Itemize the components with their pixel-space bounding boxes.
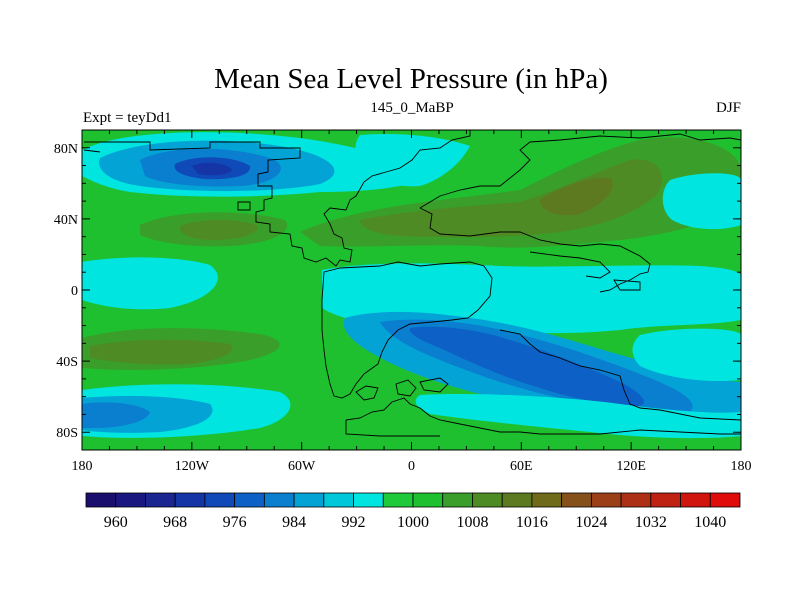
contour-band-asia-ridge-peak xyxy=(540,177,613,216)
colorbar-swatch xyxy=(293,492,325,508)
colorbar-swatch xyxy=(709,492,741,508)
x-tick-label: 180 xyxy=(731,459,752,474)
axis-ticks: 180 120W 60W 0 60E 120E 180 80N 40N 0 40S 80S xyxy=(54,130,752,474)
colorbar-label: 992 xyxy=(342,514,366,531)
colorbar-label: 1016 xyxy=(516,514,548,531)
colorbar-label: 1008 xyxy=(456,514,488,531)
colorbar-swatch xyxy=(115,492,146,508)
colorbar-swatch xyxy=(204,492,236,508)
colorbar-swatch xyxy=(620,492,652,508)
time-label: 145_0_MaBP xyxy=(370,100,453,116)
pressure-field-map xyxy=(82,130,741,450)
contour-band-asia-ridge-core xyxy=(360,159,663,238)
colorbar-swatch xyxy=(442,492,473,508)
colorbar-swatch xyxy=(501,492,533,508)
colorbar-swatch xyxy=(590,492,622,508)
colorbar-swatch xyxy=(174,492,206,508)
x-tick-label: 120E xyxy=(616,459,646,474)
x-tick-label: 0 xyxy=(408,459,415,474)
colorbar-label: 1032 xyxy=(635,514,667,531)
contour-band-aleutian-center xyxy=(192,162,232,176)
colorbar-swatch xyxy=(412,492,444,508)
colorbar-swatch xyxy=(472,492,503,508)
contour-band-west-pacific xyxy=(662,173,741,230)
y-tick-label: 80N xyxy=(54,142,78,157)
outline-south-america xyxy=(321,261,493,399)
colorbar-swatch xyxy=(234,492,265,508)
contour-band-equatorial-pacific xyxy=(82,257,218,310)
colorbar-swatch xyxy=(561,492,592,508)
colorbar-swatch xyxy=(145,492,176,508)
y-tick-label: 40N xyxy=(54,213,78,228)
contour-band-spacific-high-core xyxy=(90,339,233,365)
contour-band-southern-ocean-core xyxy=(409,326,644,406)
colorbar-label: 1000 xyxy=(397,514,429,531)
chart-title: Mean Sea Level Pressure (in hPa) xyxy=(214,63,608,95)
colorbar-swatch xyxy=(323,492,354,508)
x-tick-label: 120W xyxy=(175,459,210,474)
colorbar-label: 984 xyxy=(282,514,306,531)
colorbar-swatch xyxy=(382,492,414,508)
colorbar: 960 968 976 984 992 1000 1008 1016 1024 1032 1040 xyxy=(85,492,741,531)
contour-band-australia xyxy=(632,328,741,382)
experiment-label: Expt = teyDd1 xyxy=(83,110,171,126)
contour-band-npacific-high-core xyxy=(179,220,258,240)
continent-outlines xyxy=(83,130,741,437)
y-tick-label: 80S xyxy=(56,426,78,441)
colorbar-swatch xyxy=(531,492,563,508)
colorbar-label: 968 xyxy=(163,514,187,531)
season-label: DJF xyxy=(716,100,741,116)
colorbar-label: 960 xyxy=(104,514,128,531)
colorbar-label: 1024 xyxy=(575,514,607,531)
colorbar-swatch xyxy=(680,492,711,508)
outline-africa-europe xyxy=(419,133,741,293)
colorbar-swatch xyxy=(353,492,384,508)
colorbar-swatch xyxy=(85,492,117,508)
x-tick-label: 60W xyxy=(288,459,316,474)
y-tick-label: 0 xyxy=(71,284,78,299)
colorbar-swatch xyxy=(263,492,295,508)
x-tick-label: 180 xyxy=(72,459,93,474)
contour-band-antarctic-indian xyxy=(415,394,741,439)
outline-australia xyxy=(499,329,741,421)
contour-band-antarctic-pacific-core xyxy=(82,402,150,428)
outline-islands xyxy=(355,377,449,401)
outline-antarctica xyxy=(345,397,741,437)
y-tick-label: 40S xyxy=(56,355,78,370)
colorbar-swatch xyxy=(650,492,681,508)
colorbar-label: 1040 xyxy=(694,514,726,531)
colorbar-label: 976 xyxy=(223,514,247,531)
x-tick-label: 60E xyxy=(510,459,533,474)
outline-north-america xyxy=(83,130,471,267)
